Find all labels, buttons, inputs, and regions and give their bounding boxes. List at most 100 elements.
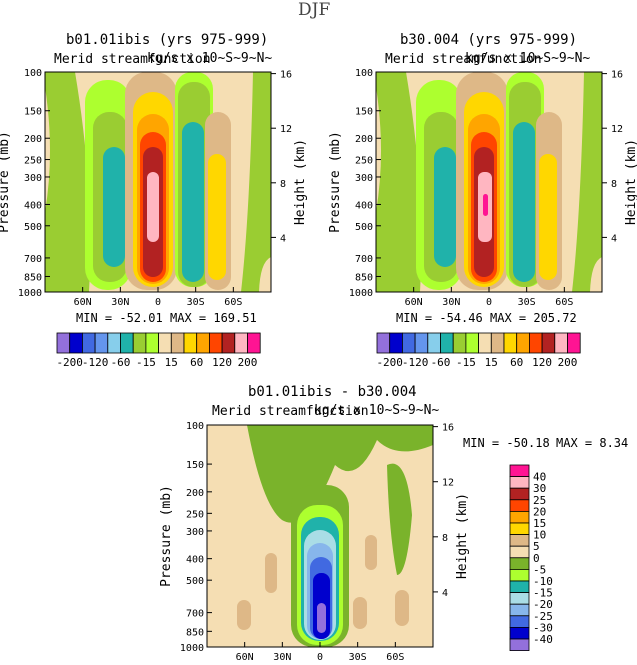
- panel3-colorbar-box: [509, 592, 530, 605]
- panel3-lat-tick-label: 60N: [236, 652, 254, 663]
- panel1-colorbar-label: -120: [82, 356, 109, 369]
- panel3-colorbar-box: [509, 510, 530, 524]
- panel1-colorbar-box: [196, 332, 210, 354]
- panel1-contour-neg-n-core: [103, 147, 125, 267]
- panel3-contour-tan-2: [265, 553, 277, 593]
- panel3-colorbar-label: 5: [533, 540, 540, 553]
- panel2-colorbar-box: [389, 332, 403, 354]
- panel3-lat-tick-label: 30N: [273, 652, 291, 663]
- panel1-overlay-right: kg/s x 10~S~9~N~: [147, 51, 273, 66]
- panel2-height-tick-label: 16: [611, 70, 623, 81]
- panel2-overlay-right: kg/s x 10~S~9~N~: [465, 51, 591, 66]
- panel1-colorbar-label: 200: [238, 356, 258, 369]
- panel1-lat-tick-label: 60S: [224, 297, 242, 308]
- panel3-title: b01.01ibis - b30.004: [248, 384, 417, 400]
- panel1-colorbar-label: 15: [165, 356, 178, 369]
- panel2-ylabel-left: Pressure (mb): [328, 131, 343, 233]
- panel2-pressure-tick-label: 1000: [349, 288, 373, 299]
- panel1-lat-tick-label: 0: [155, 297, 161, 308]
- panel2-colorbar-box: [452, 332, 467, 354]
- panel2-colorbar-label: 120: [532, 356, 552, 369]
- panel3-contour-neg-purple: [317, 603, 326, 633]
- panel3-colorbar-box: [509, 545, 530, 559]
- panel3-colorbar-label: -25: [533, 610, 553, 623]
- panel3-colorbar-box: [509, 499, 530, 512]
- panel1-lat-tick-label: 30N: [111, 297, 129, 308]
- panel1-colorbar: -200-120 -60 -15 15 60 120 200: [56, 332, 261, 369]
- panel3-colorbar-box: [509, 569, 530, 582]
- panel2-colorbar-label: -60: [431, 356, 451, 369]
- panel3-colorbar-label: 15: [533, 517, 546, 530]
- panel2-colorbar-box: [414, 332, 429, 354]
- panel3-colorbar-box: [509, 557, 530, 570]
- panel1-pressure-tick-label: 500: [24, 222, 42, 233]
- panel3-colorbar-box: [509, 522, 530, 536]
- panel2-contour-pos-s-yellow: [539, 154, 557, 280]
- panel3-height-tick-label: 4: [442, 588, 448, 599]
- panel1-colorbar-box: [183, 332, 198, 354]
- panel3-overlay-right: kg/s x 10~S~9~N~: [314, 403, 440, 418]
- panel1-ylabel-left: Pressure (mb): [0, 131, 12, 233]
- panel3-colorbar-label: -15: [533, 587, 553, 600]
- panel2-colorbar-box: [490, 332, 505, 354]
- panel1-plot: 100 150 200 250 300 400 500 700 850 1000 16 12 8 4 60N…: [0, 68, 308, 308]
- panel2-height-tick-label: 12: [611, 124, 623, 135]
- panel3-colorbar-box: [509, 627, 530, 640]
- panel2-pressure-tick-label: 500: [355, 222, 373, 233]
- panel3-colorbar-label: 10: [533, 529, 546, 542]
- panel2-colorbar-box: [516, 332, 530, 354]
- panel2-colorbar-label: 15: [485, 356, 498, 369]
- panel2-contour-neg-s-teal: [513, 122, 535, 282]
- panel1-height-tick-label: 4: [280, 233, 286, 244]
- panel2-colorbar: -200-120 -60 -15 15 60 120 200: [376, 332, 581, 369]
- panel3-overlay-left: Merid streamfunction: [212, 404, 369, 419]
- panel3-pressure-tick-label: 100: [186, 421, 204, 432]
- panel1-colorbar-box: [132, 332, 147, 354]
- figure-title: DJF: [298, 0, 331, 20]
- panel2-colorbar-label: -15: [456, 356, 476, 369]
- panel1-pressure-tick-label: 150: [24, 107, 42, 118]
- panel1-colorbar-label: -15: [136, 356, 156, 369]
- panel1-min-label: MIN = -52.01: [76, 311, 163, 325]
- panel2-contour-pos-magenta: [483, 194, 488, 216]
- panel2-colorbar-box: [401, 332, 416, 354]
- panel1-colorbar-box: [208, 332, 223, 354]
- panel1-pressure-tick-label: 250: [24, 156, 42, 167]
- panel1-pressure-tick-label: 1000: [18, 288, 42, 299]
- panel3-colorbar-label: 0: [533, 552, 540, 565]
- panel3-colorbar-box: [509, 476, 530, 489]
- panel1-colorbar-box: [170, 332, 185, 354]
- panel3-colorbar-label: 20: [533, 505, 546, 518]
- panel2-plot: 100 150 200 250 300 400 500 700 850 1000 16 12 8 4 60N…: [328, 68, 637, 308]
- panel3-pressure-tick-label: 500: [186, 576, 204, 587]
- panel3-lat-tick-label: 60S: [386, 652, 404, 663]
- panel2-colorbar-box: [465, 332, 479, 354]
- panel3-colorbar-label: 30: [533, 482, 546, 495]
- panel1-pressure-tick-label: 300: [24, 173, 42, 184]
- panel2-contour-green-south: [572, 72, 602, 292]
- panel3-contour-tan-3: [365, 535, 377, 570]
- panel2-colorbar-box: [541, 332, 556, 354]
- panel3-colorbar-label: -40: [533, 633, 553, 646]
- panel2-colorbar-box: [478, 332, 492, 354]
- panel1-colorbar-box: [69, 332, 83, 354]
- panel3-contour-tan-4: [353, 597, 367, 629]
- panel3-lat-tick-label: 0: [317, 652, 323, 663]
- panel3-colorbar-box: [509, 603, 530, 617]
- panel2-colorbar-box: [529, 332, 543, 354]
- panel2-pressure-tick-label: 250: [355, 156, 373, 167]
- panel1-colorbar-box: [145, 332, 159, 354]
- panel1-overlay-left: Merid streamfunction: [54, 52, 211, 67]
- panel3-height-tick-label: 8: [442, 533, 448, 544]
- panel1-colorbar-box: [107, 332, 121, 354]
- panel3-max-label: MAX = 8.34: [556, 436, 629, 450]
- panel2-pressure-tick-label: 400: [355, 200, 373, 211]
- panel1-colorbar-box: [221, 332, 236, 354]
- panel2-colorbar-label: -120: [402, 356, 429, 369]
- panel1-colorbar-box: [158, 332, 172, 354]
- panel2-pressure-tick-label: 150: [355, 107, 373, 118]
- panel3-colorbar-label: -30: [533, 621, 553, 634]
- panel1-height-tick-label: 16: [280, 70, 292, 81]
